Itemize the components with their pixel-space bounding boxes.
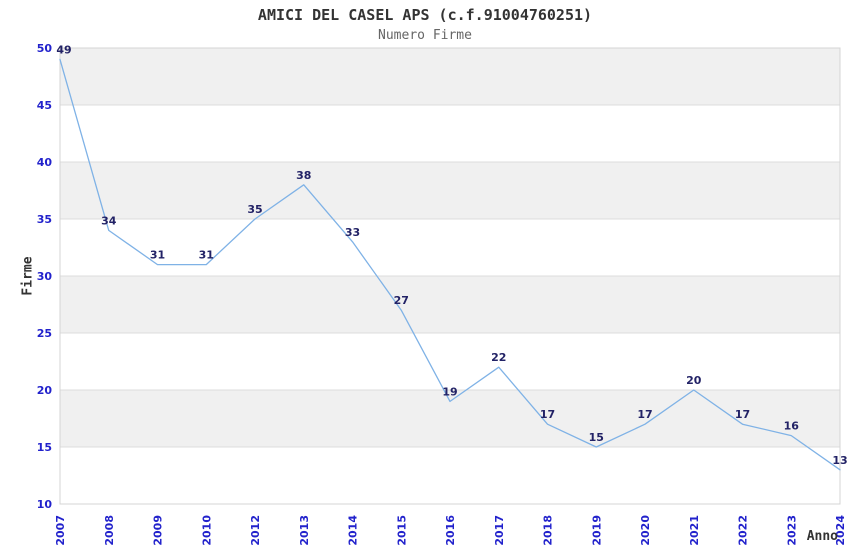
data-point-label: 38 bbox=[296, 169, 311, 182]
x-tick-label: 2022 bbox=[737, 515, 750, 546]
data-point-label: 22 bbox=[491, 351, 506, 364]
data-point-label: 17 bbox=[540, 408, 555, 421]
y-tick-label: 15 bbox=[37, 441, 52, 454]
x-axis-title: Anno bbox=[806, 529, 838, 544]
data-point-label: 19 bbox=[442, 385, 457, 398]
data-point-label: 17 bbox=[637, 408, 652, 421]
chart-title: AMICI DEL CASEL APS (c.f.91004760251) bbox=[257, 6, 593, 24]
background-band bbox=[60, 276, 840, 333]
x-tick-label: 2015 bbox=[395, 515, 408, 546]
x-tick-label: 2019 bbox=[590, 515, 603, 546]
data-point-label: 33 bbox=[345, 226, 360, 239]
data-point-label: 15 bbox=[589, 431, 604, 444]
data-point-label: 49 bbox=[56, 43, 71, 56]
data-point-label: 20 bbox=[686, 374, 702, 387]
chart-subtitle: Numero Firme bbox=[378, 28, 472, 43]
x-tick-label: 2024 bbox=[834, 515, 847, 546]
background-band bbox=[60, 162, 840, 219]
data-point-label: 13 bbox=[832, 454, 847, 467]
y-tick-label: 10 bbox=[37, 498, 53, 511]
y-tick-label: 30 bbox=[37, 270, 53, 283]
data-point-label: 34 bbox=[101, 214, 117, 227]
data-point-label: 31 bbox=[199, 249, 214, 262]
background-band bbox=[60, 390, 840, 447]
x-tick-label: 2018 bbox=[542, 515, 555, 546]
data-point-label: 27 bbox=[394, 294, 409, 307]
data-point-label: 16 bbox=[784, 420, 800, 433]
y-tick-label: 50 bbox=[37, 42, 53, 55]
y-tick-label: 45 bbox=[37, 99, 52, 112]
data-series-line bbox=[59, 58, 841, 471]
x-tick-label: 2017 bbox=[493, 515, 506, 546]
x-tick-label: 2008 bbox=[103, 515, 116, 546]
background-band bbox=[60, 48, 840, 105]
x-tick-label: 2013 bbox=[298, 515, 311, 546]
y-tick-label: 20 bbox=[37, 384, 53, 397]
x-tick-label: 2020 bbox=[639, 515, 652, 546]
x-tick-label: 2016 bbox=[444, 515, 457, 546]
y-tick-label: 25 bbox=[37, 327, 52, 340]
y-tick-label: 40 bbox=[37, 156, 53, 169]
plot-border bbox=[59, 47, 841, 505]
data-point-label: 35 bbox=[247, 203, 262, 216]
x-tick-label: 2010 bbox=[200, 515, 213, 546]
x-tick-label: 2007 bbox=[54, 515, 67, 546]
x-tick-label: 2009 bbox=[152, 515, 165, 546]
x-tick-label: 2021 bbox=[688, 515, 701, 546]
data-point-label: 17 bbox=[735, 408, 750, 421]
x-tick-label: 2014 bbox=[347, 515, 360, 546]
x-tick-label: 2023 bbox=[785, 515, 798, 546]
x-tick-label: 2012 bbox=[249, 515, 262, 546]
y-tick-label: 35 bbox=[37, 213, 52, 226]
data-point-label: 31 bbox=[150, 249, 165, 262]
